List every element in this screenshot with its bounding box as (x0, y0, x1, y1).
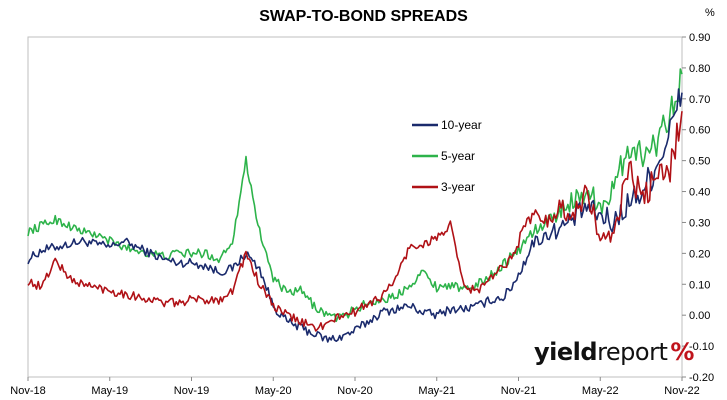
x-tick-label: Nov-18 (10, 385, 45, 397)
series-lines (27, 68, 683, 343)
logo-text-yield: yield (534, 338, 598, 366)
y-axis-unit: % (705, 7, 715, 19)
x-tick-label: Nov-22 (664, 385, 699, 397)
chart-title: SWAP-TO-BOND SPREADS (259, 8, 468, 25)
legend-label: 3-year (441, 180, 475, 194)
x-tick-label: May-21 (418, 385, 455, 397)
y-tick-label: 0.60 (689, 125, 710, 137)
series-line-5-year (27, 68, 683, 323)
series-line-3-year (27, 111, 683, 332)
legend-label: 10-year (441, 118, 482, 132)
y-tick-label: -0.10 (689, 341, 714, 353)
legend: 10-year 5-year 3-year (412, 118, 482, 194)
x-tick-label: Nov-21 (501, 385, 536, 397)
x-tick-label: May-20 (255, 385, 292, 397)
y-tick-label: 0.00 (689, 310, 710, 322)
y-tick-label: 0.10 (689, 279, 710, 291)
y-tick-label: 0.20 (689, 248, 710, 260)
y-tick-label: 0.80 (689, 63, 710, 75)
x-tick-label: May-19 (91, 385, 128, 397)
axes: 0.90 0.80 0.70 0.60 0.50 0.40 0.30 0.20 0.10 0.00… (10, 32, 714, 397)
y-tick-label: 0.90 (689, 32, 710, 44)
x-tick-label: Nov-20 (337, 385, 372, 397)
legend-label: 5-year (441, 149, 475, 163)
y-tick-label: 0.30 (689, 217, 710, 229)
y-tick-label: 0.40 (689, 187, 710, 199)
x-tick-label: Nov-19 (174, 385, 209, 397)
logo-text-percent: % (670, 338, 694, 366)
x-tick-label: May-22 (582, 385, 619, 397)
y-tick-label: 0.50 (689, 156, 710, 168)
logo-text-report: report (597, 338, 668, 366)
y-tick-label: 0.70 (689, 94, 710, 106)
series-line-10-year (27, 88, 683, 343)
yieldreport-logo: yieldreport% (534, 340, 694, 364)
y-tick-label: -0.20 (689, 372, 714, 384)
